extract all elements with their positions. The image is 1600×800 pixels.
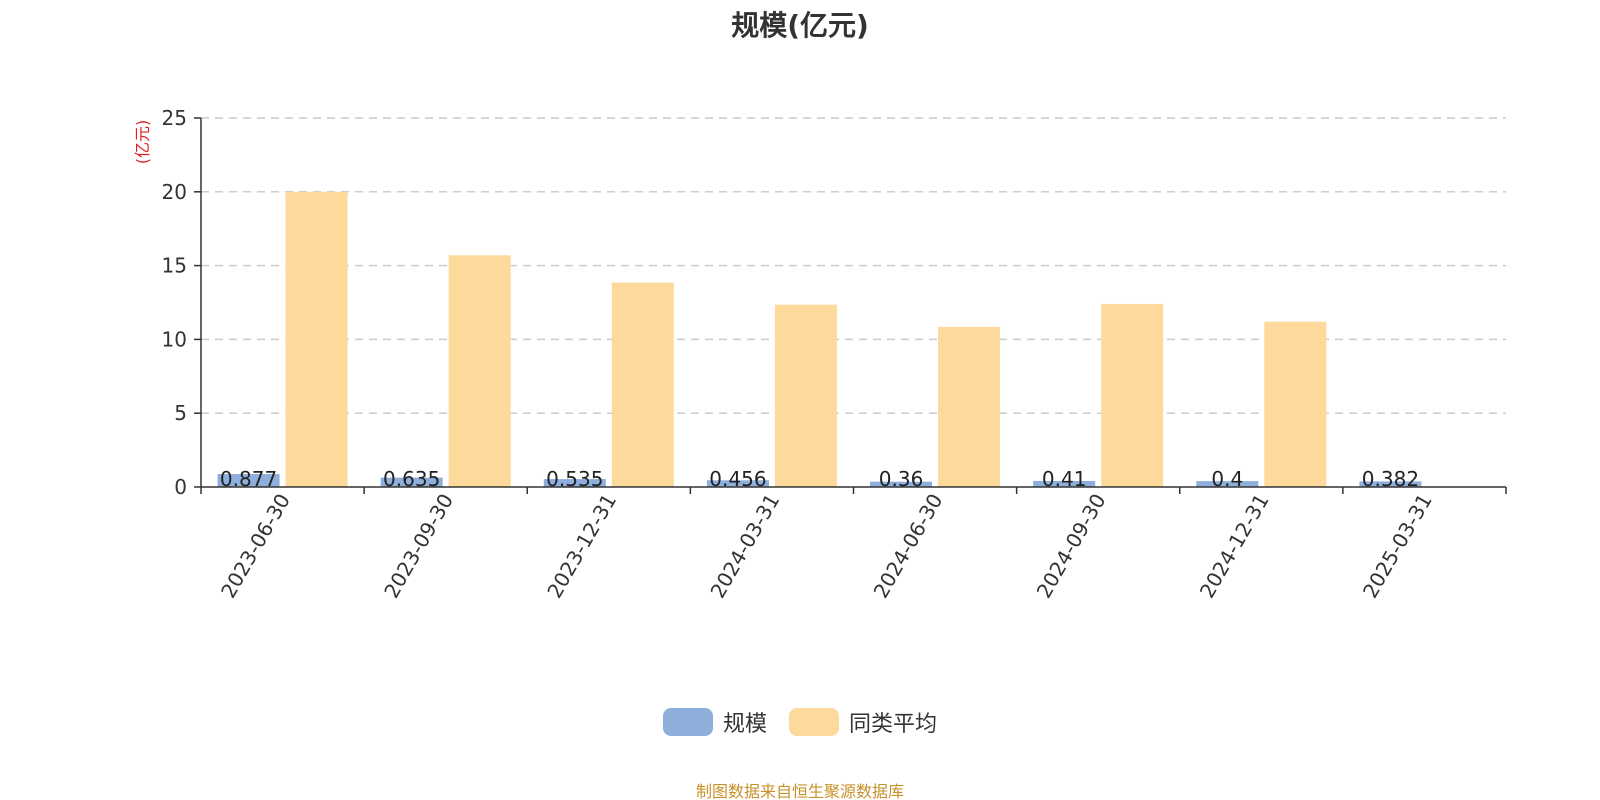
data-label-scale: 0.4 xyxy=(1211,467,1243,491)
data-labels: 0.877 0.635 0.535 0.456 0.36 0.41 0.4 0.382 xyxy=(220,467,1419,491)
bar-scale xyxy=(870,481,933,487)
legend: 规模 同类平均 xyxy=(0,706,1600,738)
bar-peer-average xyxy=(938,326,1001,487)
bar-scale xyxy=(1196,481,1259,487)
bars xyxy=(217,191,1422,488)
x-tick-label: 2023-06-30 xyxy=(216,490,295,603)
x-tick-label: 2025-03-31 xyxy=(1358,490,1437,603)
bar-scale xyxy=(380,477,443,487)
x-tick-label: 2023-12-31 xyxy=(542,490,621,603)
x-tick-label: 2024-06-30 xyxy=(868,490,947,603)
data-label-scale: 0.382 xyxy=(1362,467,1419,491)
data-label-scale: 0.635 xyxy=(383,467,440,491)
bar-peer-average xyxy=(611,282,674,487)
data-label-scale: 0.535 xyxy=(546,467,603,491)
y-tick-label: 0 xyxy=(174,475,187,499)
legend-label-peer-average: 同类平均 xyxy=(849,712,938,737)
x-tick-label: 2023-09-30 xyxy=(379,490,458,603)
bar-peer-average xyxy=(448,255,511,487)
bar-peer-average xyxy=(774,304,837,487)
legend-label-scale: 规模 xyxy=(722,712,767,737)
bar-scale xyxy=(217,474,280,487)
bar-scale xyxy=(1359,481,1422,487)
y-tick-label: 25 xyxy=(162,106,187,130)
data-label-scale: 0.41 xyxy=(1042,467,1087,491)
bar-peer-average xyxy=(1264,321,1327,487)
legend-item-scale[interactable]: 规模 xyxy=(662,706,767,738)
data-label-scale: 0.36 xyxy=(879,467,924,491)
legend-item-peer-average[interactable]: 同类平均 xyxy=(789,706,937,738)
bar-scale xyxy=(706,480,769,487)
x-tick-label: 2024-12-31 xyxy=(1195,490,1274,603)
bar-peer-average xyxy=(285,191,348,488)
legend-swatch-peer-average xyxy=(789,708,839,736)
chart-title: 规模(亿元) xyxy=(731,9,869,42)
data-label-scale: 0.877 xyxy=(220,467,277,491)
y-tick-label: 10 xyxy=(162,327,187,351)
x-tick-label: 2024-09-30 xyxy=(1032,490,1111,603)
x-tick-label: 2024-03-31 xyxy=(705,490,784,603)
bar-chart: (亿元) 0 5 10 15 20 25 2023-06-30 2023-09-30 2023-… xyxy=(133,106,1507,603)
grid-lines xyxy=(201,117,1506,414)
bar-scale xyxy=(543,479,606,487)
bar-scale xyxy=(1033,480,1096,487)
source-note: 制图数据来自恒生聚源数据库 xyxy=(695,782,904,800)
bar-peer-average xyxy=(1101,303,1164,487)
legend-swatch-scale xyxy=(662,708,713,736)
data-label-scale: 0.456 xyxy=(709,467,766,491)
y-tick-label: 20 xyxy=(162,180,187,204)
y-axis-unit-label: (亿元) xyxy=(133,120,152,165)
y-tick-label: 5 xyxy=(174,401,187,425)
y-tick-label: 15 xyxy=(162,254,187,278)
